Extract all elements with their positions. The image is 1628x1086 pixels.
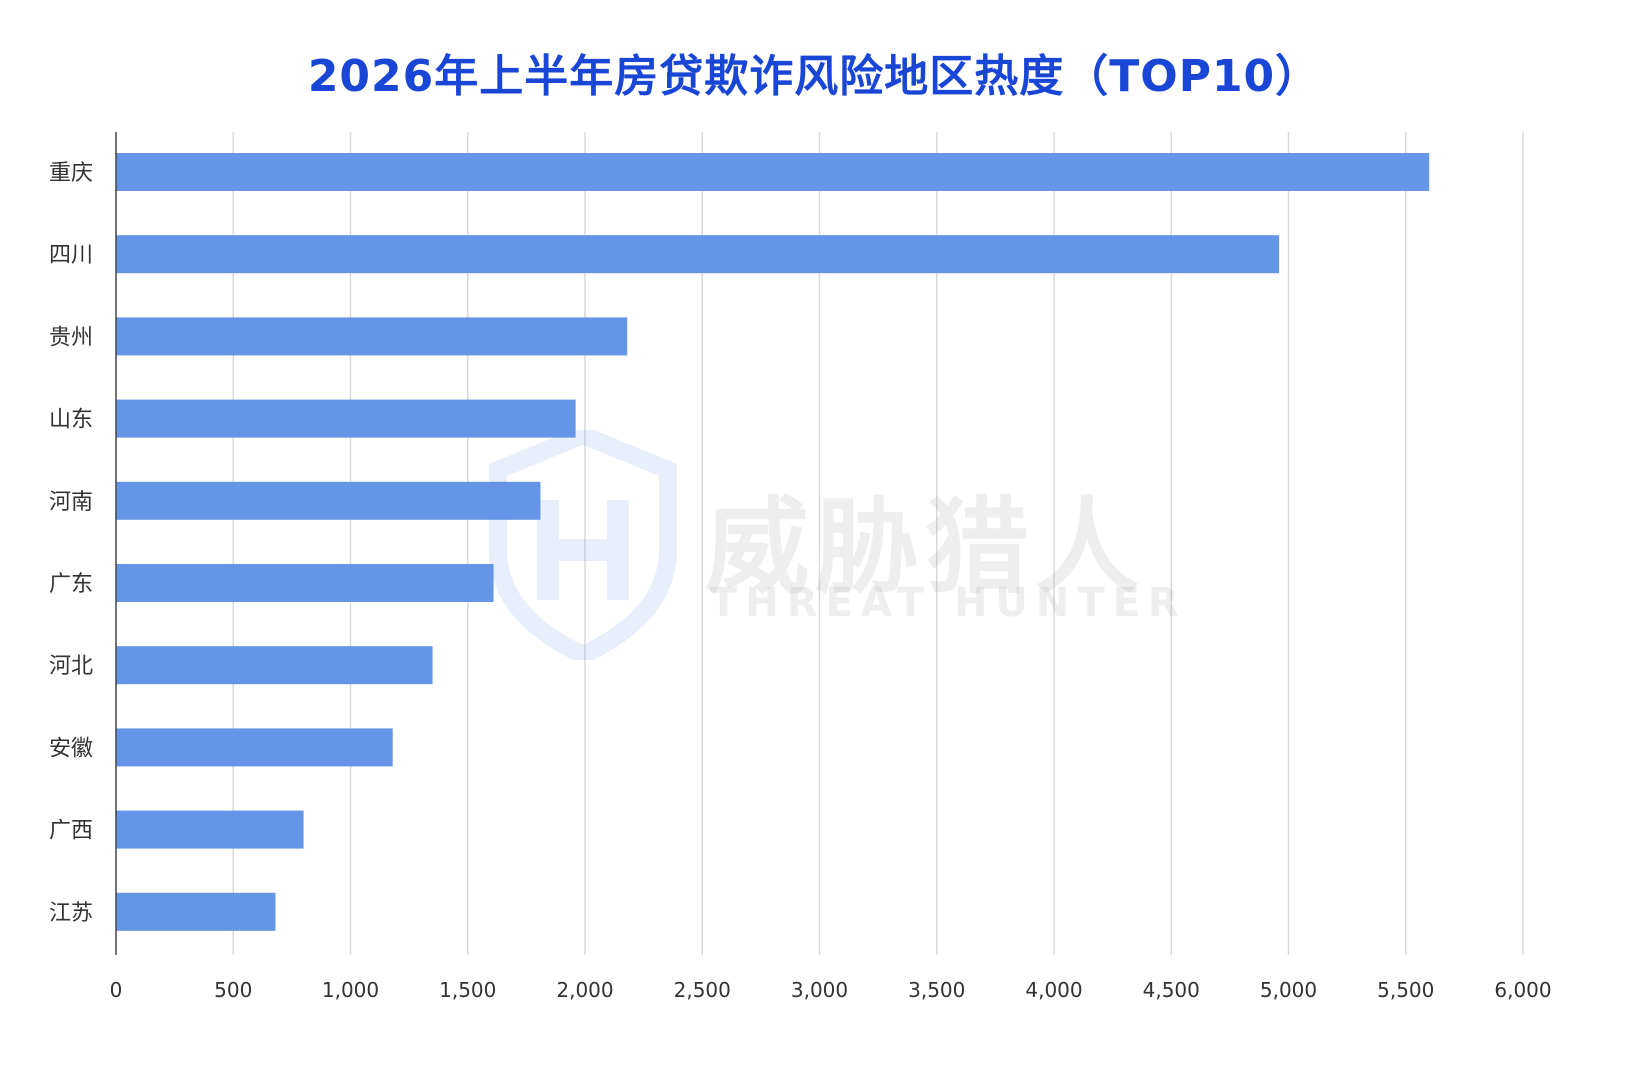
labels: 0 500 1,000 1,500 2,000 2,500 3,000 3,500 4,000 4…	[49, 161, 1552, 1002]
watermark-cn: 威胁猎人	[705, 486, 1146, 608]
category-label: 广东	[49, 572, 93, 597]
watermark-en: THREAT HUNTER	[710, 580, 1187, 626]
bars	[116, 153, 1430, 931]
x-tick-label: 3,000	[791, 978, 848, 1002]
x-tick-label: 2,500	[674, 978, 731, 1002]
x-tick-label: 4,000	[1025, 978, 1082, 1002]
category-label: 河南	[49, 490, 93, 515]
bar	[116, 317, 628, 356]
x-tick-label: 4,500	[1143, 978, 1200, 1002]
bar	[116, 646, 433, 685]
category-label: 安徽	[49, 736, 93, 761]
bar	[116, 810, 304, 849]
chart-title: 2026年上半年房贷欺诈风险地区热度（TOP10）	[307, 51, 1321, 102]
category-label: 四川	[49, 243, 93, 268]
x-tick-label: 500	[214, 978, 252, 1002]
x-tick-label: 5,000	[1260, 978, 1317, 1002]
bar	[116, 728, 393, 767]
category-label: 贵州	[49, 325, 93, 350]
bar	[116, 235, 1280, 274]
x-tick-label: 2,000	[556, 978, 613, 1002]
x-tick-label: 3,500	[908, 978, 965, 1002]
x-tick-label: 1,000	[322, 978, 379, 1002]
x-tick-label: 0	[110, 978, 123, 1002]
category-label: 重庆	[49, 161, 93, 186]
x-tick-label: 1,500	[439, 978, 496, 1002]
bar	[116, 892, 276, 931]
bar	[116, 399, 576, 438]
bar	[116, 564, 494, 602]
bar	[116, 153, 1430, 191]
category-label: 河北	[49, 654, 93, 679]
x-tick-label: 6,000	[1494, 978, 1551, 1002]
category-label: 江苏	[49, 901, 93, 926]
category-label: 山东	[49, 408, 93, 433]
threat-hunter-logo-icon	[489, 430, 677, 660]
category-label: 广西	[49, 819, 93, 844]
bar	[116, 481, 541, 520]
x-tick-label: 5,500	[1377, 978, 1434, 1002]
